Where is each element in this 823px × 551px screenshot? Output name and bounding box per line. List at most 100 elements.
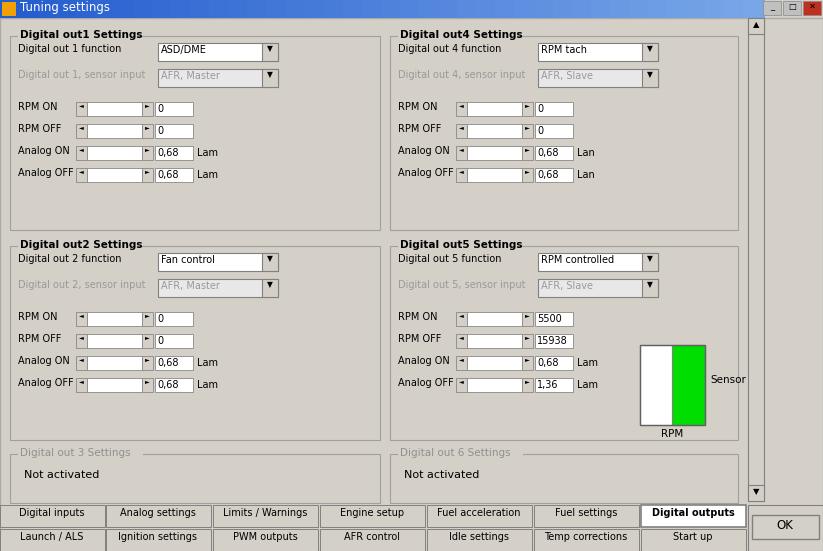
Text: RPM ON: RPM ON bbox=[398, 102, 438, 112]
Text: Lam: Lam bbox=[577, 358, 598, 368]
Text: Lan: Lan bbox=[577, 170, 595, 180]
Bar bbox=[2, 2, 16, 16]
Bar bbox=[142, 168, 153, 182]
Text: □: □ bbox=[788, 2, 796, 11]
Text: ▼: ▼ bbox=[267, 44, 273, 53]
Bar bbox=[438, 0, 460, 18]
Bar bbox=[262, 253, 278, 271]
Text: RPM OFF: RPM OFF bbox=[398, 334, 441, 344]
Text: AFR, Slave: AFR, Slave bbox=[541, 71, 593, 81]
Text: Analog ON: Analog ON bbox=[18, 146, 70, 156]
Bar bbox=[535, 102, 573, 116]
Bar bbox=[19, 0, 41, 18]
Text: ◄: ◄ bbox=[458, 379, 463, 384]
Text: 0: 0 bbox=[537, 104, 543, 114]
Bar bbox=[155, 124, 193, 138]
Bar bbox=[642, 43, 658, 61]
Text: ►: ► bbox=[145, 335, 150, 340]
Bar bbox=[467, 312, 522, 326]
Bar bbox=[648, 0, 670, 18]
Text: RPM ON: RPM ON bbox=[398, 312, 438, 322]
Bar bbox=[76, 334, 87, 348]
Text: Analog OFF: Analog OFF bbox=[398, 168, 453, 178]
Bar bbox=[427, 505, 532, 527]
Text: ◄: ◄ bbox=[79, 335, 83, 340]
Bar bbox=[667, 0, 689, 18]
Bar bbox=[362, 0, 384, 18]
Text: ◄: ◄ bbox=[458, 147, 463, 152]
Text: RPM controlled: RPM controlled bbox=[541, 255, 614, 265]
Text: ◄: ◄ bbox=[458, 357, 463, 362]
Bar bbox=[467, 146, 522, 160]
Bar bbox=[10, 36, 380, 230]
Bar bbox=[171, 0, 193, 18]
Bar bbox=[390, 36, 738, 230]
Bar bbox=[686, 0, 708, 18]
Bar bbox=[95, 0, 117, 18]
Text: Analog ON: Analog ON bbox=[18, 356, 70, 366]
Text: Launch / ALS: Launch / ALS bbox=[21, 532, 84, 542]
Text: 15938: 15938 bbox=[537, 336, 568, 346]
Text: Digital out 2 function: Digital out 2 function bbox=[18, 254, 122, 264]
Bar bbox=[87, 146, 142, 160]
Text: ▲: ▲ bbox=[753, 20, 760, 29]
Bar bbox=[142, 102, 153, 116]
Text: OK: OK bbox=[777, 519, 793, 532]
Text: ◄: ◄ bbox=[79, 169, 83, 174]
Bar bbox=[155, 356, 193, 370]
Bar bbox=[748, 18, 764, 34]
Bar bbox=[642, 69, 658, 87]
Bar bbox=[87, 356, 142, 370]
Bar bbox=[142, 312, 153, 326]
Text: 0,68: 0,68 bbox=[157, 170, 179, 180]
Bar bbox=[87, 102, 142, 116]
Text: Lam: Lam bbox=[577, 380, 598, 390]
Text: ▼: ▼ bbox=[267, 280, 273, 289]
Bar bbox=[642, 253, 658, 271]
Bar bbox=[538, 279, 658, 297]
Bar bbox=[18, 30, 137, 43]
Bar bbox=[591, 0, 613, 18]
Bar bbox=[76, 378, 87, 392]
Bar bbox=[398, 448, 523, 461]
Bar bbox=[705, 0, 727, 18]
Text: Analog OFF: Analog OFF bbox=[18, 168, 73, 178]
Bar bbox=[456, 312, 467, 326]
Text: Tuning settings: Tuning settings bbox=[20, 1, 110, 14]
Text: ►: ► bbox=[145, 103, 150, 108]
Text: ✕: ✕ bbox=[808, 2, 816, 11]
Text: ►: ► bbox=[524, 169, 529, 174]
Bar bbox=[38, 0, 60, 18]
Bar bbox=[748, 18, 764, 501]
Bar bbox=[142, 356, 153, 370]
Bar bbox=[142, 378, 153, 392]
Text: ▼: ▼ bbox=[647, 254, 653, 263]
Bar bbox=[398, 30, 517, 43]
Bar bbox=[262, 279, 278, 297]
Bar bbox=[324, 0, 346, 18]
Text: Analog ON: Analog ON bbox=[398, 146, 449, 156]
Text: ◄: ◄ bbox=[458, 125, 463, 130]
Text: Start up: Start up bbox=[673, 532, 713, 542]
Text: Digital out 4, sensor input: Digital out 4, sensor input bbox=[398, 70, 525, 80]
Bar bbox=[515, 0, 537, 18]
Bar bbox=[783, 1, 801, 15]
Bar bbox=[495, 0, 517, 18]
Bar bbox=[534, 529, 639, 551]
Text: 1,36: 1,36 bbox=[537, 380, 559, 390]
Text: RPM ON: RPM ON bbox=[18, 312, 58, 322]
Text: ▼: ▼ bbox=[647, 70, 653, 79]
Text: AFR, Master: AFR, Master bbox=[161, 71, 220, 81]
Bar bbox=[522, 378, 533, 392]
Text: RPM OFF: RPM OFF bbox=[398, 124, 441, 134]
Bar bbox=[228, 0, 250, 18]
Bar bbox=[133, 0, 155, 18]
Bar bbox=[522, 102, 533, 116]
Bar bbox=[106, 505, 211, 527]
Text: Digital inputs: Digital inputs bbox=[19, 508, 85, 518]
Bar bbox=[535, 312, 573, 326]
Bar bbox=[803, 1, 821, 15]
Text: ▼: ▼ bbox=[647, 280, 653, 289]
Text: Digital out 3 Settings: Digital out 3 Settings bbox=[20, 448, 131, 458]
Text: 0,68: 0,68 bbox=[157, 148, 179, 158]
